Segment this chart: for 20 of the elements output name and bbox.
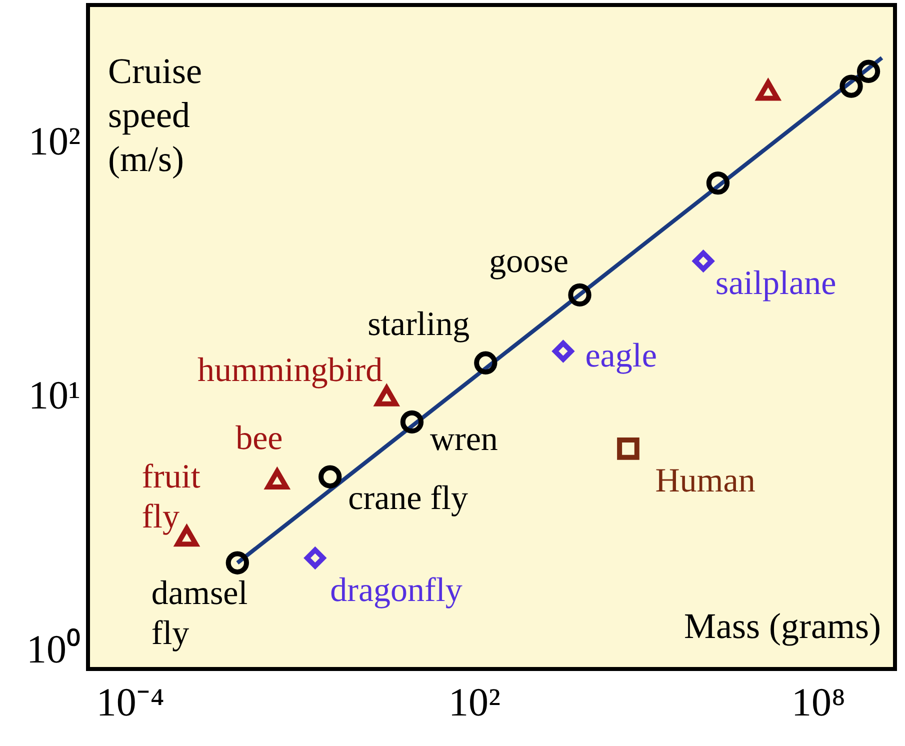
x-axis-title: Mass (grams) <box>684 606 881 646</box>
x-tick-label: 10⁻⁴ <box>96 680 164 724</box>
annotation: starling <box>368 306 470 343</box>
annotation: goose <box>489 242 568 280</box>
annotation: hummingbird <box>198 352 383 389</box>
y-tick-label: 10¹ <box>28 372 80 418</box>
annotation: wren <box>430 420 498 458</box>
annotation: dragonfly <box>330 572 462 609</box>
x-tick-label: 10² <box>448 680 500 724</box>
annotation: sailplane <box>715 265 836 302</box>
annotation: bee <box>236 420 283 458</box>
x-tick-label: 10⁸ <box>792 680 846 724</box>
annotation: fruit fly <box>142 458 201 536</box>
y-tick-label: 10² <box>28 118 80 164</box>
annotation: crane fly <box>348 480 468 517</box>
y-tick-label: 10⁰ <box>26 626 80 672</box>
annotation: Human <box>655 462 756 500</box>
annotation: eagle <box>585 337 657 374</box>
annotation: damsel fly <box>151 574 248 652</box>
y-axis-title: Cruise speed (m/s) <box>108 51 202 179</box>
